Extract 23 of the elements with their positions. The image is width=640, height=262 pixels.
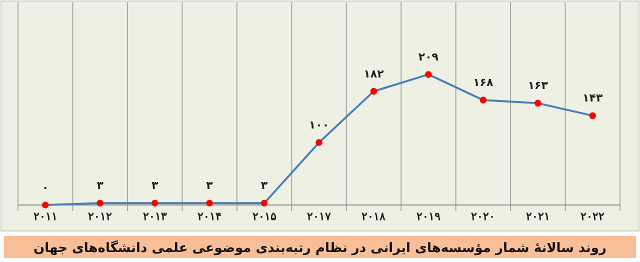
x-tick-label: ۲۰۱۱ bbox=[33, 211, 58, 223]
x-tick-label: ۲۰۱۳ bbox=[142, 211, 167, 223]
x-tick-label: ۲۰۱۲ bbox=[88, 211, 112, 223]
data-label: ۰ bbox=[42, 181, 49, 194]
data-label: ۳ bbox=[96, 179, 104, 192]
data-label: ۱۴۳ bbox=[582, 92, 603, 105]
x-tick-label: ۲۰۲۱ bbox=[526, 211, 550, 223]
data-label: ۱۸۲ bbox=[364, 67, 384, 80]
data-label: ۱۶۳ bbox=[528, 79, 548, 92]
data-label: ۱۰۰ bbox=[308, 118, 330, 132]
x-tick-label: ۲۰۱۸ bbox=[362, 211, 386, 223]
data-label: ۱۶۸ bbox=[473, 76, 494, 90]
x-tick-label: ۲۰۱۷ bbox=[307, 211, 331, 223]
data-label: ۳ bbox=[260, 179, 268, 192]
data-label: ۲۰۹ bbox=[418, 50, 439, 64]
x-tick-label: ۲۰۲۲ bbox=[580, 211, 605, 223]
x-tick-label: ۲۰۱۹ bbox=[416, 211, 440, 223]
x-tick-label: ۲۰۱۴ bbox=[198, 211, 222, 223]
data-label: ۳ bbox=[151, 179, 158, 192]
x-tick-label: ۲۰۱۵ bbox=[252, 211, 276, 223]
x-tick-label: ۲۰۲۰ bbox=[471, 211, 496, 223]
text: روند سالانهٔ شمار مؤسسه‌های ایرانی در نظام رتبه‌بندی موضوعی علمی دانشگاه‌های جهان bbox=[34, 240, 606, 256]
data-label: ۳ bbox=[206, 179, 214, 192]
